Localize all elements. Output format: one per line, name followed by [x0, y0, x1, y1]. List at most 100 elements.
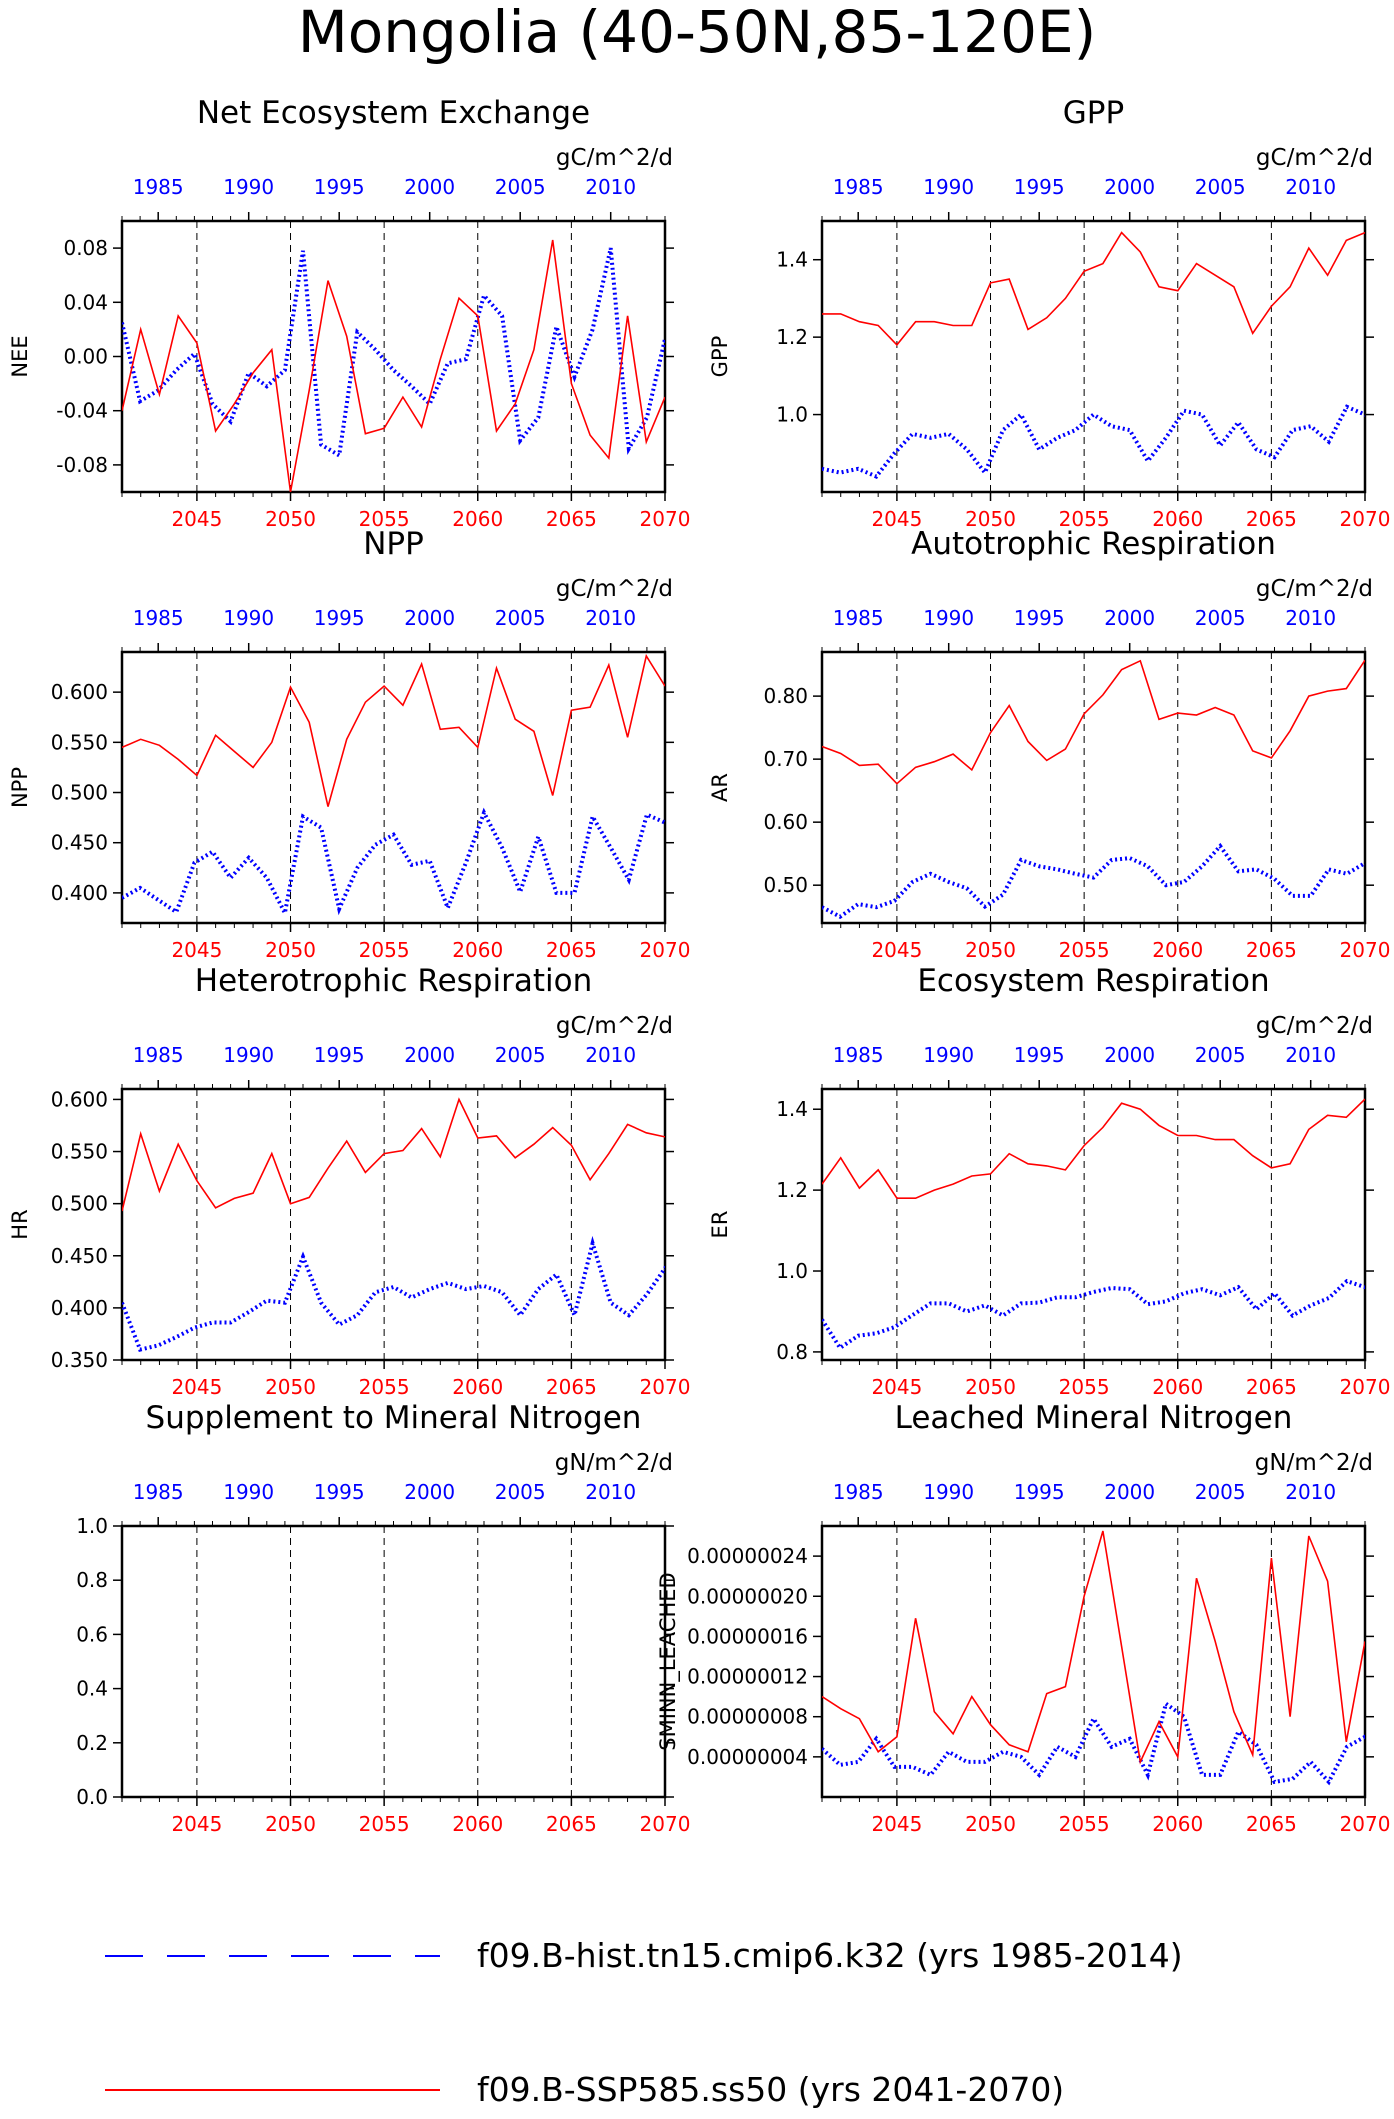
y-tick-label: 0.600	[51, 1087, 108, 1111]
panel-title: Ecosystem Respiration	[917, 963, 1269, 999]
x-top-tick-label: 2005	[1195, 606, 1246, 630]
x-bottom-tick-label: 2065	[1246, 1812, 1297, 1836]
x-bottom-tick-label: 2070	[640, 1812, 691, 1836]
y-tick-label: 0.600	[51, 680, 108, 704]
plot-frame	[820, 1087, 1367, 1362]
x-bottom-tick-label: 2050	[965, 1812, 1016, 1836]
x-bottom-tick-label: 2050	[265, 507, 316, 531]
plot-frame	[120, 219, 667, 494]
x-bottom-tick-label: 2045	[171, 1812, 222, 1836]
y-tick-label: 0.00000012	[687, 1665, 808, 1689]
panel-title: Autotrophic Respiration	[911, 526, 1276, 562]
x-top-tick-label: 1995	[314, 1043, 365, 1067]
units-label: gN/m^2/d	[555, 1450, 673, 1476]
series-line-hist	[122, 1235, 665, 1352]
plot-frame	[120, 1524, 667, 1799]
series-line-ssp	[122, 653, 665, 807]
x-top-tick-label: 1985	[133, 1480, 184, 1504]
x-bottom-tick-label: 2045	[871, 1812, 922, 1836]
y-axis-label: HR	[8, 1209, 32, 1239]
x-bottom-tick-label: 2055	[359, 1812, 410, 1836]
x-bottom-tick-label: 2055	[1059, 507, 1110, 531]
x-bottom-tick-label: 2060	[452, 1375, 503, 1399]
plot-frame	[120, 650, 667, 925]
x-top-tick-label: 2005	[495, 1043, 546, 1067]
series-line-ssp	[822, 1098, 1365, 1199]
series-line-hist	[822, 1278, 1365, 1351]
units-label: gC/m^2/d	[556, 1013, 673, 1039]
x-top-tick-label: 1995	[314, 175, 365, 199]
x-top-tick-label: 2010	[1285, 175, 1336, 199]
y-tick-label: -0.08	[56, 453, 108, 477]
series-line-hist	[122, 807, 665, 920]
panel-title: Heterotrophic Respiration	[195, 963, 592, 999]
x-bottom-tick-label: 2070	[1340, 1812, 1391, 1836]
x-bottom-tick-label: 2045	[871, 507, 922, 531]
x-top-tick-label: 1985	[833, 175, 884, 199]
x-bottom-tick-label: 2065	[546, 507, 597, 531]
x-bottom-tick-label: 2060	[1152, 938, 1203, 962]
units-label: gN/m^2/d	[1255, 1450, 1373, 1476]
x-top-tick-label: 1990	[223, 1043, 274, 1067]
x-bottom-tick-label: 2050	[265, 1812, 316, 1836]
x-top-tick-label: 1990	[923, 1043, 974, 1067]
x-top-tick-label: 1995	[1014, 175, 1065, 199]
x-bottom-tick-label: 2065	[546, 938, 597, 962]
chart-panels: Net Ecosystem Exchange gC/m^2/d 2045 2050 20…	[8, 95, 1391, 1836]
series-line-ssp	[122, 1097, 665, 1212]
x-top-tick-label: 1985	[833, 1043, 884, 1067]
x-bottom-tick-label: 2060	[1152, 1812, 1203, 1836]
x-bottom-tick-label: 2070	[640, 1375, 691, 1399]
units-label: gC/m^2/d	[556, 576, 673, 602]
y-tick-label: 0.00000008	[687, 1705, 808, 1729]
chart-panel-7: Supplement to Mineral Nitrogen gN/m^2/d 20…	[76, 1400, 691, 1836]
x-top-tick-label: 2000	[404, 606, 455, 630]
x-bottom-tick-label: 2060	[1152, 507, 1203, 531]
y-tick-label: 0.500	[51, 1192, 108, 1216]
chart-panel-5: Heterotrophic Respiration gC/m^2/d 2045 205…	[8, 963, 690, 1399]
x-top-tick-label: 1995	[1014, 1480, 1065, 1504]
x-bottom-tick-label: 2045	[171, 938, 222, 962]
y-tick-label: 0.50	[763, 873, 808, 897]
x-top-tick-label: 2010	[1285, 606, 1336, 630]
units-label: gC/m^2/d	[1256, 145, 1373, 171]
x-top-tick-label: 1990	[923, 1480, 974, 1504]
plot-frame	[820, 219, 1367, 494]
plot-frame	[820, 1524, 1367, 1799]
panel-title: Leached Mineral Nitrogen	[895, 1400, 1293, 1436]
x-top-tick-label: 1995	[1014, 1043, 1065, 1067]
panel-title: NPP	[363, 526, 424, 562]
x-bottom-tick-label: 2050	[265, 938, 316, 962]
legend: f09.B-hist.tn15.cmip6.k32 (yrs 1985-2014…	[105, 1936, 1183, 2109]
plot-frame	[120, 1087, 667, 1362]
y-tick-label: 0.04	[63, 290, 108, 314]
y-tick-label: 1.0	[776, 403, 808, 427]
y-tick-label: 0.80	[763, 684, 808, 708]
x-bottom-tick-label: 2065	[1246, 938, 1297, 962]
units-label: gC/m^2/d	[1256, 1013, 1373, 1039]
y-tick-label: 0.00000016	[687, 1624, 808, 1648]
chart-panel-2: GPP gC/m^2/d 2045 2050 2055 2060 2065 2070 1985 1…	[708, 95, 1390, 531]
y-axis-label: NPP	[8, 767, 32, 808]
y-tick-label: 0.00000020	[687, 1584, 808, 1608]
y-tick-label: 0.400	[51, 881, 108, 905]
x-bottom-tick-label: 2065	[546, 1375, 597, 1399]
y-tick-label: 1.2	[776, 1178, 808, 1202]
y-tick-label: 0.8	[776, 1340, 808, 1364]
chart-panel-3: NPP gC/m^2/d 2045 2050 2055 2060 2065 2070 1985 1…	[8, 526, 690, 962]
x-bottom-tick-label: 2060	[452, 507, 503, 531]
x-top-tick-label: 1990	[223, 1480, 274, 1504]
y-tick-label: 0.6	[76, 1622, 108, 1646]
y-tick-label: 1.2	[776, 325, 808, 349]
y-tick-label: -0.04	[56, 399, 108, 423]
x-top-tick-label: 2005	[1195, 1480, 1246, 1504]
y-tick-label: 1.0	[76, 1514, 108, 1538]
x-top-tick-label: 2010	[1285, 1043, 1336, 1067]
y-tick-label: 0.350	[51, 1348, 108, 1372]
x-bottom-tick-label: 2050	[965, 938, 1016, 962]
y-tick-label: 0.450	[51, 1244, 108, 1268]
panel-title: Net Ecosystem Exchange	[197, 95, 590, 131]
units-label: gC/m^2/d	[556, 145, 673, 171]
y-tick-label: 1.4	[776, 1097, 808, 1121]
